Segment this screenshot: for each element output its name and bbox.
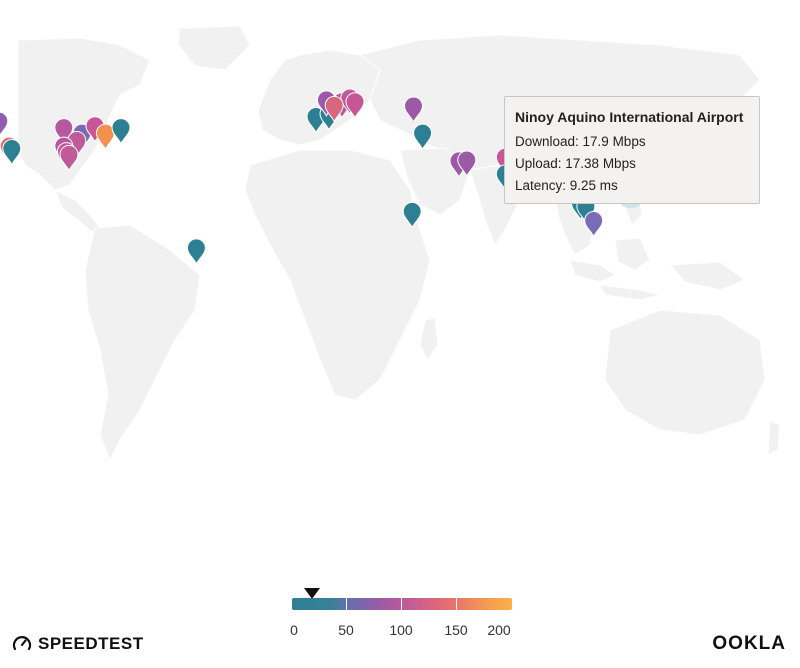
speedometer-icon	[12, 636, 32, 651]
airport-marker[interactable]	[111, 118, 131, 145]
landmass-greenland	[177, 25, 251, 71]
airport-marker[interactable]	[403, 96, 424, 124]
legend-tick-150: 150	[444, 622, 468, 638]
speedtest-logo: SPEEDTEST	[12, 634, 144, 654]
legend-tick-100: 100	[389, 622, 413, 638]
map-pin[interactable]	[324, 95, 344, 123]
legend-tick-0: 0	[290, 622, 298, 638]
airport-marker[interactable]	[0, 111, 9, 137]
map-pin[interactable]	[403, 96, 424, 124]
map-pin[interactable]	[584, 210, 604, 238]
landmass-australia	[604, 309, 766, 436]
speedtest-wordmark: SPEEDTEST	[38, 634, 144, 653]
legend-gradient-bar	[292, 598, 512, 610]
tooltip-latency: Latency: 9.25 ms	[515, 178, 618, 193]
map-pin[interactable]	[59, 144, 79, 172]
world-map[interactable]	[0, 0, 800, 600]
ookla-logo: OOKLA	[712, 633, 786, 654]
tooltip-title: Ninoy Aquino International Airport	[515, 109, 744, 125]
legend-divider	[456, 598, 457, 610]
map-pin[interactable]	[2, 139, 22, 166]
map-pin[interactable]	[186, 238, 206, 265]
legend-divider	[346, 598, 347, 610]
map-pin[interactable]	[413, 123, 433, 151]
landmass-new-zealand	[767, 419, 781, 456]
landmass-madagascar	[419, 317, 439, 361]
landmass-indonesia-1	[569, 259, 617, 283]
map-pin[interactable]	[0, 111, 9, 137]
map-pin[interactable]	[95, 123, 115, 151]
airport-marker[interactable]	[95, 123, 115, 151]
legend-tick-50: 50	[338, 622, 354, 638]
landmass-north-america	[17, 37, 151, 191]
map-pin[interactable]	[111, 118, 131, 145]
airport-marker[interactable]	[413, 123, 433, 151]
airport-marker[interactable]	[402, 201, 422, 229]
landmass-south-america	[84, 224, 201, 462]
landmass-borneo	[614, 237, 651, 271]
map-pin[interactable]	[345, 92, 365, 119]
legend-divider	[401, 598, 402, 610]
airport-tooltip: Ninoy Aquino International Airport Downl…	[504, 96, 760, 204]
airport-marker[interactable]	[186, 238, 206, 265]
map-pin[interactable]	[457, 150, 477, 178]
airport-marker[interactable]	[584, 210, 604, 238]
airport-marker[interactable]	[2, 139, 22, 166]
landmass-central-america	[54, 188, 101, 233]
legend-current-marker	[303, 588, 320, 599]
airport-marker[interactable]	[59, 144, 79, 172]
landmass-new-guinea	[668, 261, 747, 291]
map-landmass	[17, 25, 781, 462]
legend-tick-200: 200	[487, 622, 511, 638]
airport-marker[interactable]	[324, 95, 344, 123]
airport-marker[interactable]	[345, 92, 365, 119]
landmass-africa	[244, 149, 431, 401]
tooltip-download: Download: 17.9 Mbps	[515, 134, 646, 149]
tooltip-upload: Upload: 17.38 Mbps	[515, 156, 636, 171]
map-pin[interactable]	[402, 201, 422, 229]
landmass-indonesia-2	[599, 284, 661, 301]
airport-marker[interactable]	[457, 150, 477, 178]
